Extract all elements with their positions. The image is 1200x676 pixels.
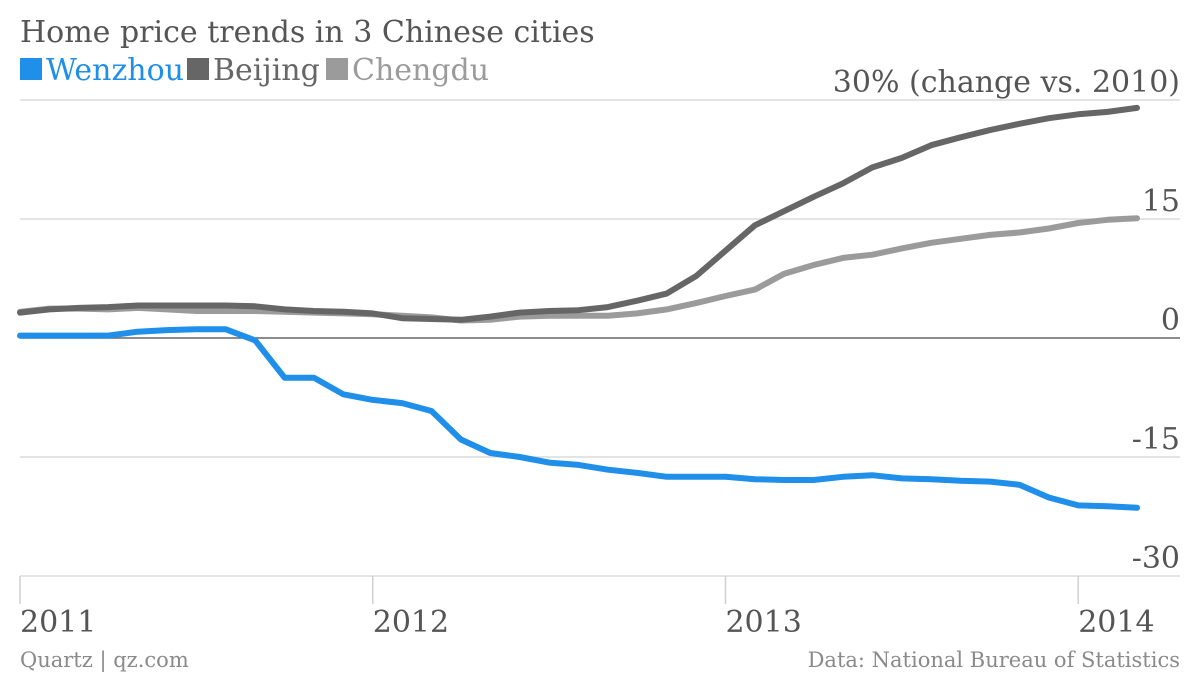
series-line-beijing [17,104,1140,323]
legend-label-chengdu: Chengdu [352,53,489,88]
legend-label-beijing: Beijing [213,53,320,88]
gridlines [20,99,1180,577]
source-credit: Quartz | qz.com [20,648,189,673]
y-tick-label: -15 [1132,422,1180,457]
data-source: Data: National Bureau of Statistics [808,648,1180,672]
legend-label-wenzhou: Wenzhou [46,53,184,88]
y-axis-ticks: 30% (change vs. 2010) 15 0 -15 -30 [833,65,1180,576]
series-lines [17,104,1140,511]
legend-swatch-beijing [187,58,209,80]
legend: Wenzhou Beijing Chengdu [20,53,489,88]
y-tick-label: 15 [1142,184,1180,219]
chart-title: Home price trends in 3 Chinese cities [20,15,595,50]
legend-swatch-chengdu [326,58,348,80]
y-tick-label: -30 [1132,541,1180,576]
x-tick-label: 2013 [725,605,801,640]
x-axis-ticks: 2011 2012 2013 2014 [19,576,1155,640]
series-line-wenzhou [17,326,1140,511]
series-line-chengdu [17,215,1140,324]
x-tick-label: 2014 [1078,605,1154,640]
x-tick-label: 2011 [20,605,96,640]
x-tick-label: 2012 [373,605,449,640]
y-tick-label: 30% (change vs. 2010) [833,65,1180,100]
y-tick-label: 0 [1161,303,1180,338]
legend-swatch-wenzhou [20,58,42,80]
